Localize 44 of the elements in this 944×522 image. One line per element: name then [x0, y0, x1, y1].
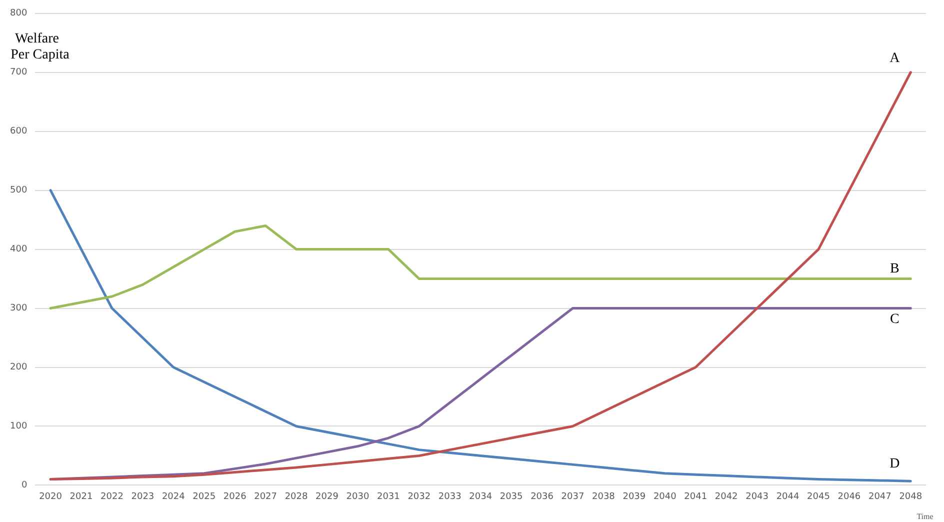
x-axis-title: Time: [916, 512, 934, 522]
x-tick-label: 2038: [592, 492, 616, 502]
series-label: B: [890, 261, 900, 276]
x-tick-label: 2030: [346, 492, 370, 502]
x-tick-label: 2035: [500, 492, 523, 502]
x-tick-label: 2021: [70, 492, 93, 502]
y-tick-label: 600: [10, 126, 28, 137]
x-tick-label: 2041: [684, 492, 708, 502]
x-tick-label: 2042: [714, 492, 738, 502]
y-tick-label: 500: [10, 186, 28, 196]
x-tick-label: 2025: [192, 492, 216, 502]
y-tick-label: 200: [10, 362, 28, 373]
x-tick-label: 2026: [223, 492, 247, 502]
y-tick-label: 100: [10, 422, 28, 432]
series-label: C: [890, 312, 900, 327]
x-tick-label: 2032: [408, 492, 431, 502]
y-tick-label: 800: [10, 8, 28, 19]
x-tick-label: 2029: [316, 492, 339, 502]
series-label: A: [890, 51, 901, 66]
x-tick-label: 2036: [530, 492, 554, 502]
x-tick-label: 2031: [376, 492, 400, 502]
y-axis-title: Welfare Per Capita: [10, 32, 70, 63]
x-tick-label: 2033: [438, 492, 462, 502]
x-tick-label: 2043: [746, 492, 769, 502]
x-tick-label: 2044: [776, 492, 800, 502]
y-tick-label: 0: [21, 480, 28, 491]
x-tick-label: 2037: [561, 492, 584, 502]
x-tick-label: 2034: [469, 492, 492, 502]
y-tick-label: 300: [10, 304, 28, 314]
x-tick-label: 2039: [622, 492, 646, 502]
y-tick-label: 400: [10, 244, 28, 255]
x-tick-label: 2046: [838, 492, 861, 502]
x-tick-label: 2047: [868, 492, 892, 502]
series-label: D: [890, 456, 900, 472]
x-tick-label: 2027: [254, 492, 278, 502]
x-tick-label: 2022: [100, 492, 124, 502]
y-tick-label: 700: [10, 68, 28, 78]
x-tick-label: 2020: [39, 492, 62, 502]
x-tick-label: 2023: [131, 492, 154, 502]
x-tick-label: 2048: [899, 492, 922, 502]
x-tick-label: 2045: [807, 492, 830, 502]
x-tick-label: 2028: [284, 492, 308, 502]
x-tick-label: 2040: [653, 492, 677, 502]
x-tick-label: 2024: [162, 492, 186, 502]
